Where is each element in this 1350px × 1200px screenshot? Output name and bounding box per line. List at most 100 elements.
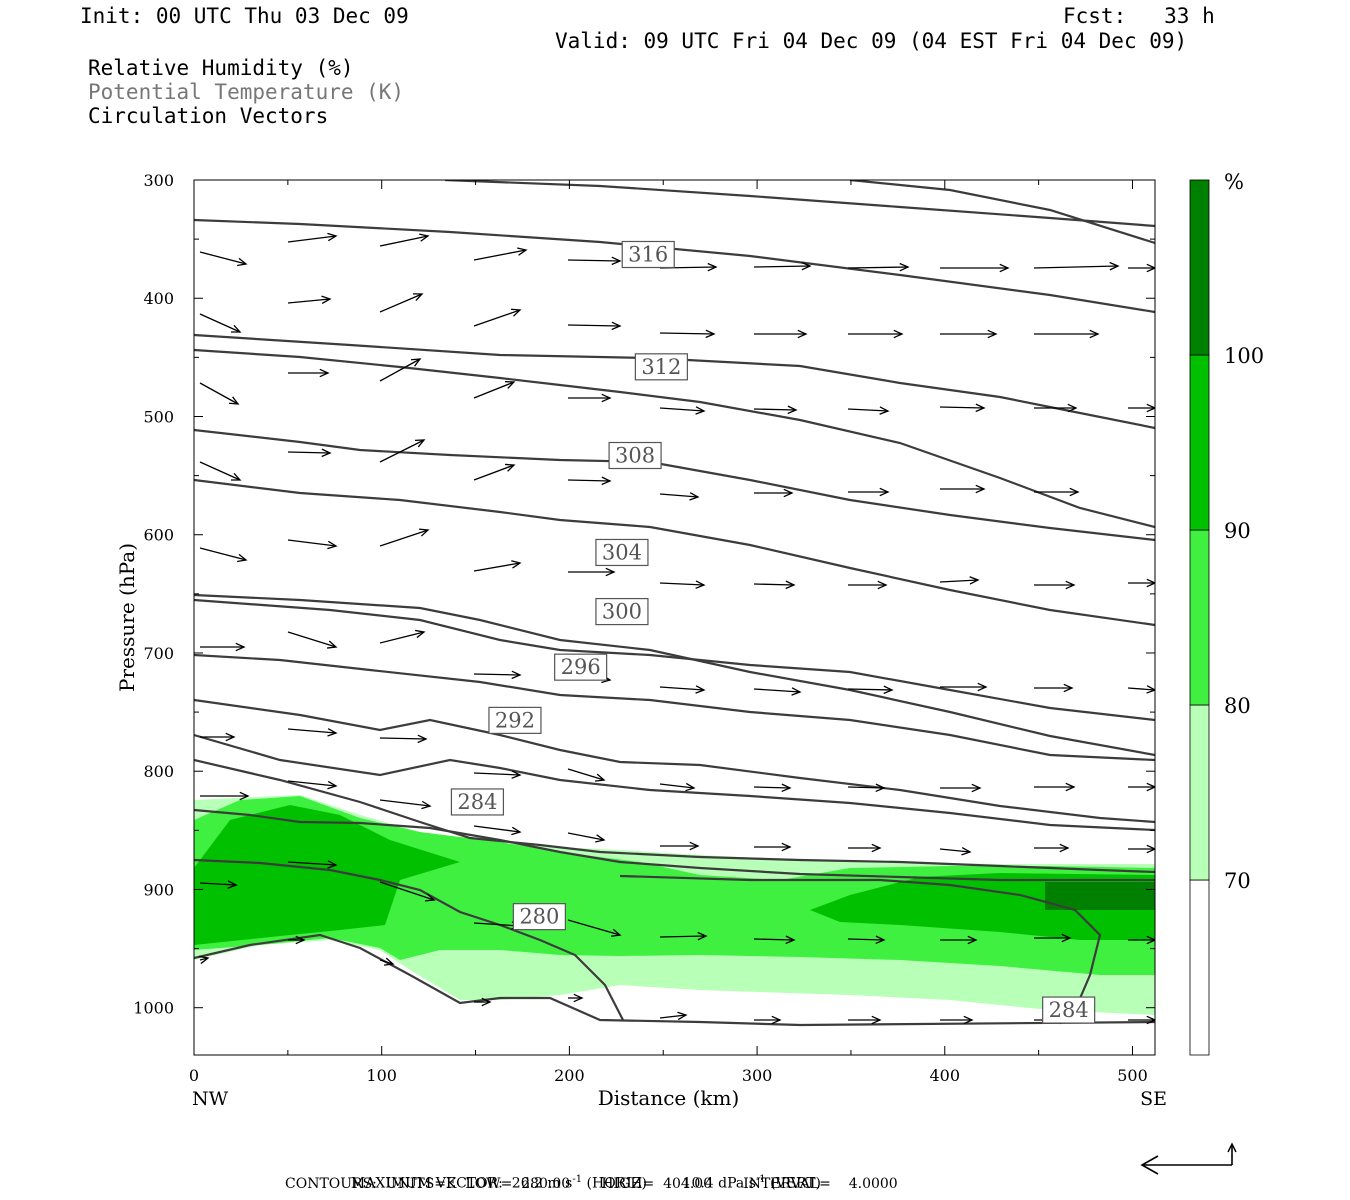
vector-shaft [379, 959, 394, 965]
circulation-vector [287, 860, 338, 869]
theta-contour-label: 308 [608, 441, 662, 470]
vector-head [511, 770, 522, 779]
vector-head [415, 629, 426, 639]
rh-shade-region [194, 805, 460, 945]
vector-head [785, 580, 796, 590]
circulation-vector [288, 368, 330, 378]
vector-shaft [473, 922, 521, 927]
vector-shaft [199, 382, 239, 405]
vector-head [510, 308, 522, 317]
rh-shade-region [1045, 882, 1155, 910]
vector-shaft [473, 772, 521, 776]
circulation-vector [847, 685, 894, 695]
max-vector-end: (VERT) [765, 1175, 821, 1192]
circulation-vector [754, 329, 808, 339]
vector-head [610, 928, 622, 937]
circulation-vector [1128, 578, 1155, 588]
vector-head [695, 580, 706, 589]
circulation-vector [1128, 403, 1155, 413]
y-tick-label: 800 [143, 762, 174, 781]
circulation-vector [473, 825, 522, 836]
circulation-vector [939, 403, 986, 413]
legend-vectors: Circulation Vectors [88, 104, 329, 128]
vector-shaft [379, 235, 429, 247]
vector-head [327, 780, 338, 790]
vector-head [295, 935, 306, 945]
vector-head [595, 834, 606, 843]
x-axis-title: Distance (km) [598, 1086, 740, 1110]
circulation-vector [567, 476, 612, 486]
theta-contour-label: 280 [512, 903, 566, 931]
circulation-vector [940, 263, 1010, 273]
y-tick-label: 700 [143, 644, 174, 663]
vector-shaft [199, 251, 247, 265]
rh-shade-region [194, 796, 1155, 975]
theta-label-box [1042, 996, 1096, 1024]
theta-contour [849, 180, 1155, 245]
circulation-vector [200, 732, 236, 742]
circulation-vector [753, 687, 802, 696]
max-vector-sup2: -1 [755, 1174, 766, 1185]
vector-shaft [847, 688, 893, 691]
theta-contour-label: 284 [1042, 996, 1096, 1024]
theta-label-text: 312 [641, 355, 681, 379]
vector-head [1146, 1015, 1155, 1025]
vector-head [871, 1015, 882, 1025]
circulation-vector [199, 880, 238, 889]
vector-head [227, 880, 238, 889]
vector-head [383, 957, 395, 966]
vector-shaft [287, 780, 337, 787]
circulation-vector [287, 232, 338, 243]
circulation-vector [939, 846, 972, 856]
circulation-vector [1034, 487, 1080, 497]
vector-shaft [753, 265, 811, 268]
legend-theta: Potential Temperature (K) [88, 80, 405, 104]
circulation-vector [379, 528, 430, 547]
vector-head [707, 262, 718, 272]
vector-head [418, 528, 430, 537]
circulation-vector [287, 631, 338, 649]
vector-shaft [287, 631, 337, 648]
circulation-vector [567, 256, 622, 266]
vector-shaft [379, 799, 431, 807]
circulation-vector [754, 1015, 782, 1025]
circulation-vector [1034, 329, 1100, 339]
circulation-vector [753, 935, 796, 945]
circulation-vector [287, 295, 332, 304]
vector-head [321, 295, 332, 304]
max-vector-mid: (HORIZ) 10.4 dPa s [582, 1175, 756, 1192]
circulation-vector [659, 931, 708, 941]
theta-contour [194, 478, 1155, 627]
vector-head [237, 257, 248, 267]
vector-head [883, 685, 894, 695]
theta-label-box [595, 597, 649, 626]
vector-shaft [847, 938, 885, 941]
vector-shaft [659, 686, 705, 691]
theta-contour-label: 292 [488, 706, 542, 734]
colorbar-segment [1189, 354, 1210, 531]
circulation-vector [754, 488, 794, 498]
colorbar-segment [1189, 879, 1210, 1056]
vector-head [1146, 685, 1155, 694]
vector-head [875, 783, 886, 793]
theta-contour-label: 304 [595, 538, 649, 567]
circulation-vector [940, 935, 978, 945]
vector-shaft [659, 407, 705, 412]
y-axis-title: Pressure (hPa) [115, 543, 139, 692]
vector-head [689, 841, 700, 851]
vector-head [417, 734, 428, 744]
circulation-vector [1128, 782, 1155, 792]
vector-shaft [379, 439, 425, 463]
colorbar-tick-label: 80 [1224, 694, 1251, 718]
vector-head [875, 935, 886, 945]
circulation-vector [379, 293, 424, 313]
vector-head [1146, 935, 1155, 945]
circulation-vector [287, 780, 338, 790]
vector-shaft [939, 406, 985, 409]
circulation-vector [940, 329, 998, 339]
circulation-vector [473, 247, 528, 261]
circulation-vector [567, 832, 606, 843]
circulation-vector [659, 1011, 688, 1021]
circulation-vector [848, 843, 882, 853]
theta-contour-label: 316 [621, 240, 675, 269]
